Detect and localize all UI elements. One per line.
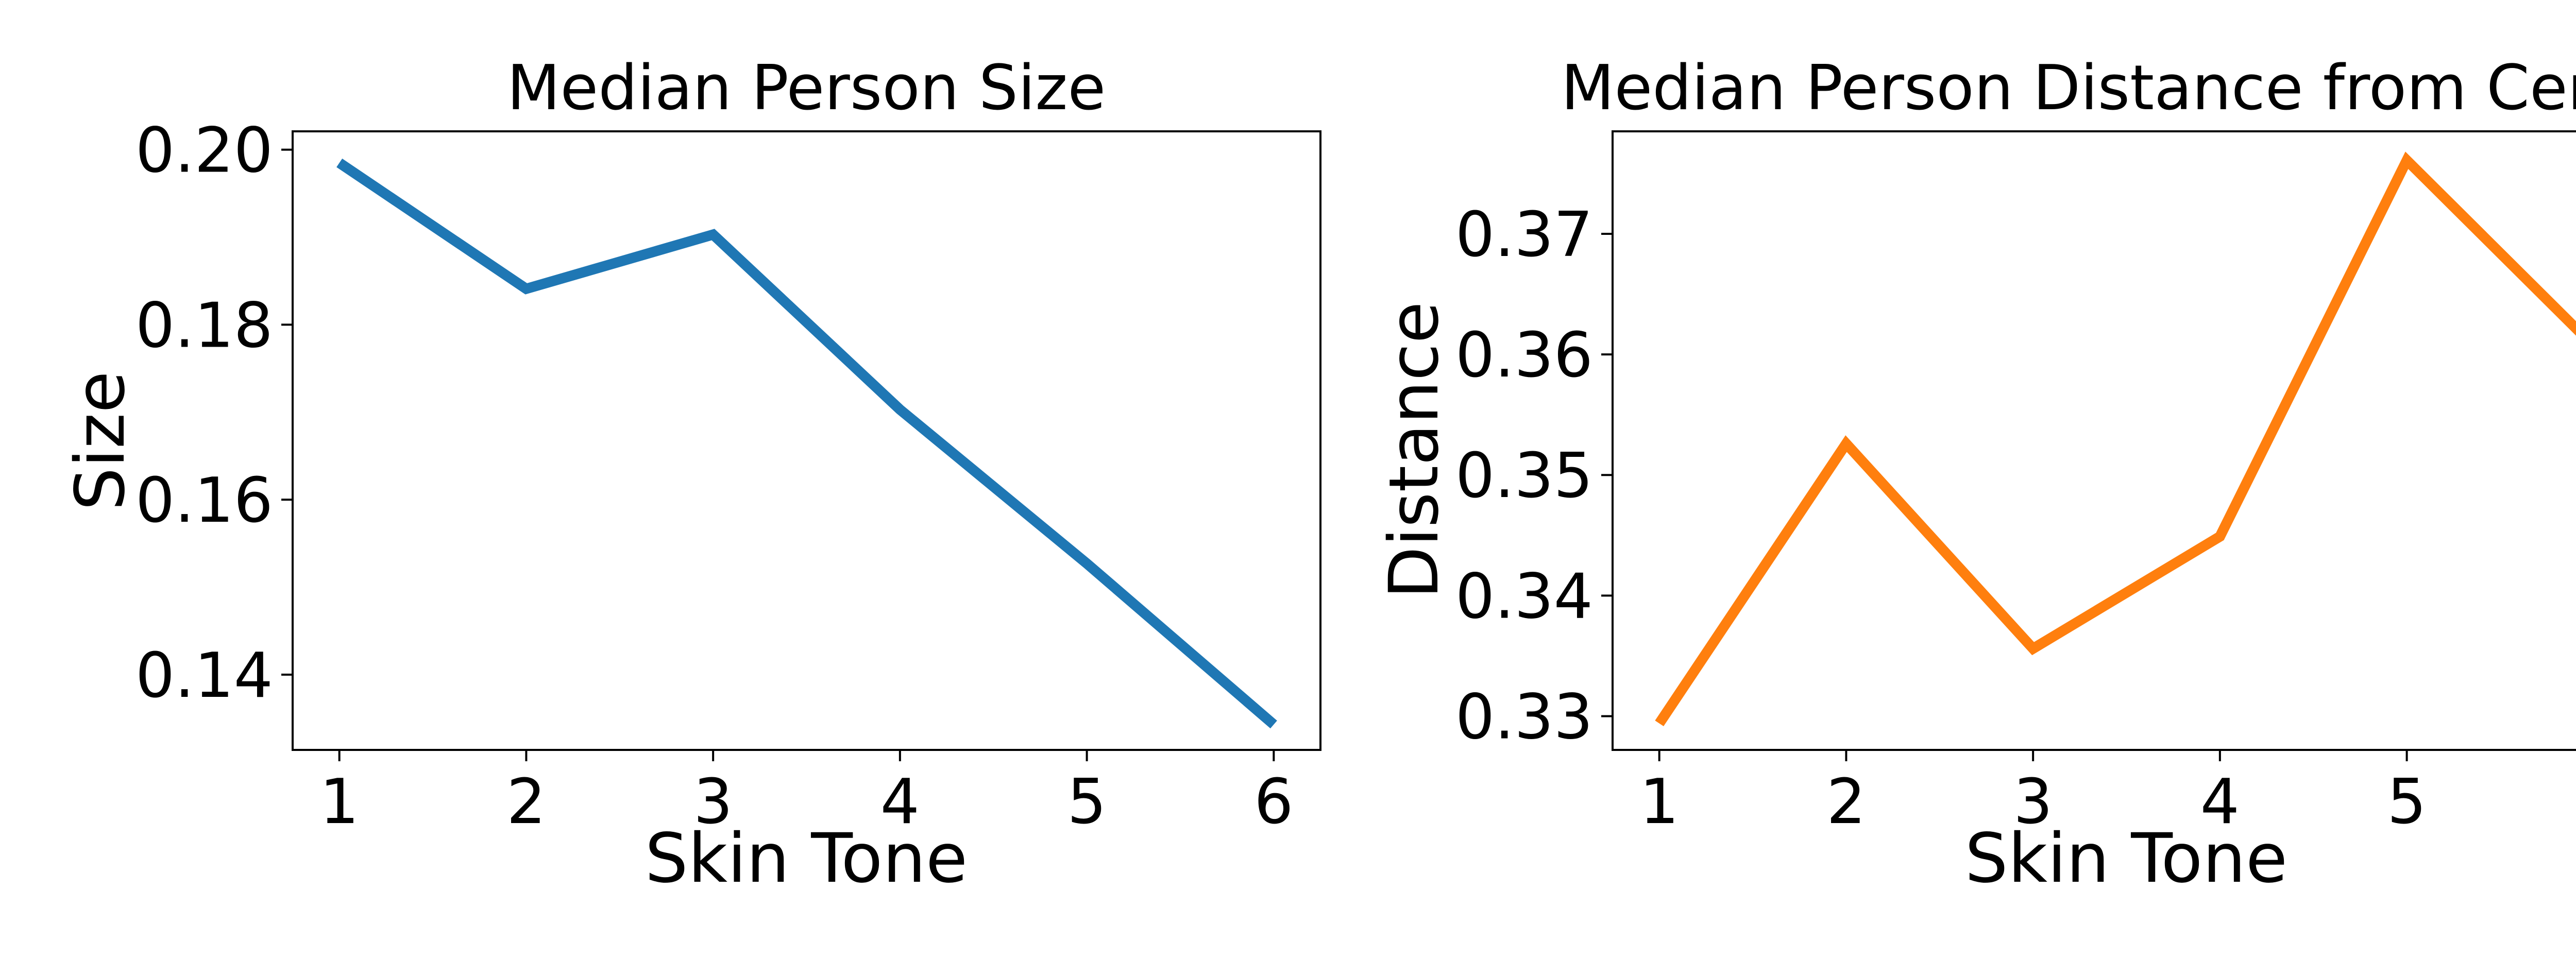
y-tick-label: 0.34 bbox=[1455, 561, 1593, 632]
y-tick-label: 0.35 bbox=[1455, 440, 1593, 512]
data-point bbox=[2402, 155, 2412, 165]
data-point bbox=[1654, 718, 1665, 728]
x-tick-label: 2 bbox=[506, 766, 546, 838]
x-tick-label: 3 bbox=[2013, 766, 2053, 838]
series-line bbox=[336, 158, 1277, 729]
x-tick-label: 5 bbox=[2387, 766, 2426, 838]
data-point bbox=[708, 229, 718, 239]
x-tick-label: 1 bbox=[1640, 766, 1679, 838]
y-tick-label: 0.16 bbox=[135, 465, 273, 537]
x-tick-label: 2 bbox=[1826, 766, 1866, 838]
data-point bbox=[1268, 720, 1279, 730]
data-point bbox=[895, 404, 905, 415]
data-point bbox=[521, 284, 531, 294]
x-axis-label-distance: Skin Tone bbox=[1965, 819, 2287, 898]
x-tick-label: 6 bbox=[1254, 766, 1293, 838]
y-axis-label-size: Size bbox=[61, 371, 140, 511]
x-tick-label: 3 bbox=[693, 766, 733, 838]
x-tick-label: 6 bbox=[2574, 766, 2576, 838]
y-tick-label: 0.20 bbox=[135, 115, 273, 187]
x-tick-label: 4 bbox=[880, 766, 920, 838]
marks-size bbox=[334, 158, 1279, 730]
marks-distance bbox=[1654, 151, 2576, 728]
x-tick-label: 4 bbox=[2200, 766, 2240, 838]
ticks-distance: 1 2 3 4 5 6 0.33 0.34 0.35 0.36 0.37 bbox=[1455, 199, 2576, 838]
data-point bbox=[1082, 558, 1092, 569]
data-point bbox=[334, 158, 345, 168]
y-tick-label: 0.37 bbox=[1455, 199, 1593, 271]
panel-distance: Median Person Distance from Center Skin … bbox=[1375, 53, 2576, 898]
y-tick-label: 0.36 bbox=[1455, 320, 1593, 391]
data-point bbox=[1841, 438, 1851, 449]
x-axis-label-size: Skin Tone bbox=[645, 819, 968, 898]
chart-title-distance: Median Person Distance from Center bbox=[1561, 53, 2576, 124]
chart-title-size: Median Person Size bbox=[507, 53, 1106, 124]
y-axis-label-distance: Distance bbox=[1375, 301, 1454, 598]
panel-size: Median Person Size Skin Tone Size 1 2 3 4 5 6… bbox=[61, 53, 1321, 898]
y-tick-label: 0.14 bbox=[135, 640, 273, 712]
data-point bbox=[2215, 532, 2225, 542]
plot-frame-distance bbox=[1612, 130, 2576, 751]
y-tick-label: 0.18 bbox=[135, 290, 273, 362]
ticks-size: 1 2 3 4 5 6 0.14 0.16 0.18 0.20 bbox=[135, 115, 1294, 838]
data-point bbox=[2028, 643, 2038, 654]
x-tick-label: 1 bbox=[320, 766, 359, 838]
plot-frame-size bbox=[292, 130, 1321, 751]
series-line bbox=[1655, 151, 2576, 727]
y-tick-label: 0.33 bbox=[1455, 681, 1593, 753]
x-tick-label: 5 bbox=[1067, 766, 1106, 838]
